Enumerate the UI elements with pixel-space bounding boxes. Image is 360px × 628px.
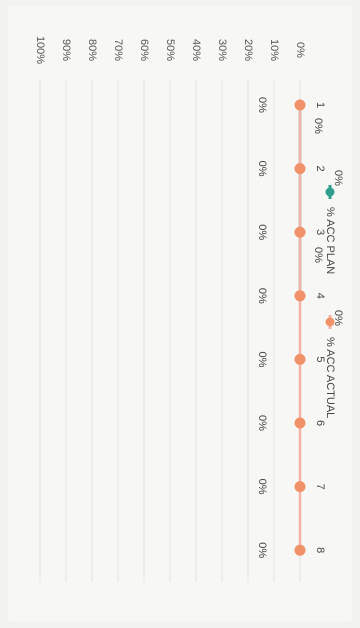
plan-data-label: 0%: [332, 310, 344, 326]
y-tick-label: 40%: [190, 39, 202, 61]
y-tick-label: 100%: [34, 36, 46, 64]
x-axis-ticks: 1 2 3 4 5 6 7 8: [314, 102, 326, 553]
series-point: [294, 481, 306, 493]
legend: % ACC PLAN % ACC ACTUAL: [324, 185, 336, 418]
series-point: [294, 163, 306, 175]
legend-swatch-point: [325, 317, 335, 327]
series-point: [294, 99, 306, 111]
actual-data-label: 0%: [256, 224, 268, 240]
series-point: [294, 226, 306, 238]
actual-data-label: 0%: [256, 479, 268, 495]
legend-label: % ACC PLAN: [324, 207, 336, 274]
legend-label: % ACC ACTUAL: [324, 337, 336, 418]
actual-data-label: 0%: [256, 97, 268, 113]
x-tick-label: 5: [314, 356, 326, 362]
y-tick-label: 0%: [294, 42, 306, 58]
plan-data-label: 0%: [332, 170, 344, 186]
x-tick-label: 2: [314, 166, 326, 172]
y-tick-label: 30%: [216, 39, 228, 61]
plan-data-label: 0%: [312, 118, 324, 134]
actual-data-label: 0%: [256, 161, 268, 177]
y-axis-ticks: 0% 10% 20% 30% 40% 50% 60% 70% 80% 90% 100%: [34, 36, 306, 64]
y-tick-label: 80%: [86, 39, 98, 61]
x-tick-label: 1: [314, 102, 326, 108]
series-point: [294, 417, 306, 429]
x-tick-label: 8: [314, 547, 326, 553]
actual-data-label: 0%: [256, 542, 268, 558]
data-labels: 0% 0% 0% 0% 0% 0% 0% 0% 0% 0% 0% 0%: [256, 97, 344, 558]
plan-data-label: 0%: [312, 247, 324, 263]
x-tick-label: 6: [314, 420, 326, 426]
y-tick-label: 50%: [164, 39, 176, 61]
x-tick-label: 7: [314, 484, 326, 490]
x-tick-label: 3: [314, 229, 326, 235]
y-tick-label: 60%: [138, 39, 150, 61]
series-point: [294, 290, 306, 302]
actual-data-label: 0%: [256, 288, 268, 304]
series-point: [294, 353, 306, 365]
actual-data-label: 0%: [256, 415, 268, 431]
y-tick-label: 10%: [268, 39, 280, 61]
legend-swatch-point: [325, 187, 335, 197]
x-tick-label: 4: [314, 293, 326, 299]
plot-card: [8, 6, 352, 622]
actual-data-label: 0%: [256, 351, 268, 367]
series: [294, 99, 306, 556]
y-tick-label: 70%: [112, 39, 124, 61]
y-tick-label: 90%: [60, 39, 72, 61]
series-point: [294, 544, 306, 556]
y-tick-label: 20%: [242, 39, 254, 61]
